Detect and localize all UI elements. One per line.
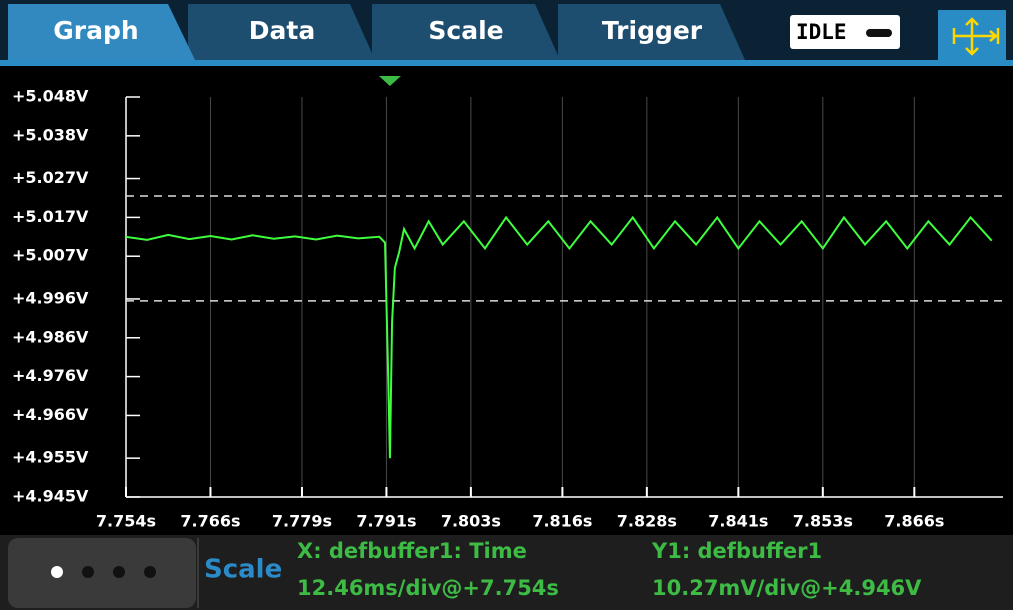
tab-scale[interactable] [372,4,560,60]
x-tick-label: 7.791s [356,512,416,531]
y-tick-label: +5.048V [12,87,89,106]
tab-label[interactable]: Scale [428,16,503,45]
x-axis-name: X: defbuffer1: Time [297,539,527,563]
status-icon [866,29,892,37]
x-tick-label: 7.816s [532,512,592,531]
tab-label[interactable]: Trigger [602,16,703,45]
y-tick-label: +4.976V [12,366,89,385]
page-dot [144,566,156,578]
page-dot [82,566,94,578]
x-tick-label: 7.754s [96,512,156,531]
tab-trigger[interactable] [558,4,745,60]
x-tick-label: 7.828s [617,512,677,531]
tab-data[interactable] [188,4,375,60]
y-tick-label: +4.986V [12,327,89,346]
x-scale: 12.46ms/div@+7.754s [297,576,559,600]
trigger-marker [378,76,401,86]
page-dot [51,566,63,578]
y-tick-label: +4.945V [12,487,89,506]
y-tick-label: +4.996V [12,288,89,307]
y-scale: 10.27mV/div@+4.946V [652,576,922,600]
signal-trace [125,215,993,459]
tab-label[interactable]: Graph [53,16,138,45]
y-axis-name: Y1: defbuffer1 [651,539,822,563]
y-tick-label: +5.007V [12,246,89,265]
x-tick-label: 7.766s [180,512,240,531]
page-dot [113,566,125,578]
status-box[interactable] [790,15,900,49]
y-tick-label: +4.966V [12,405,89,424]
x-tick-label: 7.803s [441,512,501,531]
header-line [0,60,1013,66]
x-tick-label: 7.866s [884,512,944,531]
y-tick-label: +5.017V [12,207,89,226]
footer-title: Scale [204,555,282,585]
status: IDLE [796,20,847,44]
swipe-panel[interactable] [8,538,196,608]
tab-graph[interactable] [8,4,195,60]
x-tick-label: 7.853s [793,512,853,531]
x-tick-label: 7.779s [272,512,332,531]
y-tick-label: +4.955V [12,448,89,467]
move-icon [952,17,1000,56]
tab-label[interactable]: Data [249,16,315,45]
y-tick-label: +5.038V [12,125,89,144]
x-tick-label: 7.841s [708,512,768,531]
y-tick-label: +5.027V [12,168,89,187]
